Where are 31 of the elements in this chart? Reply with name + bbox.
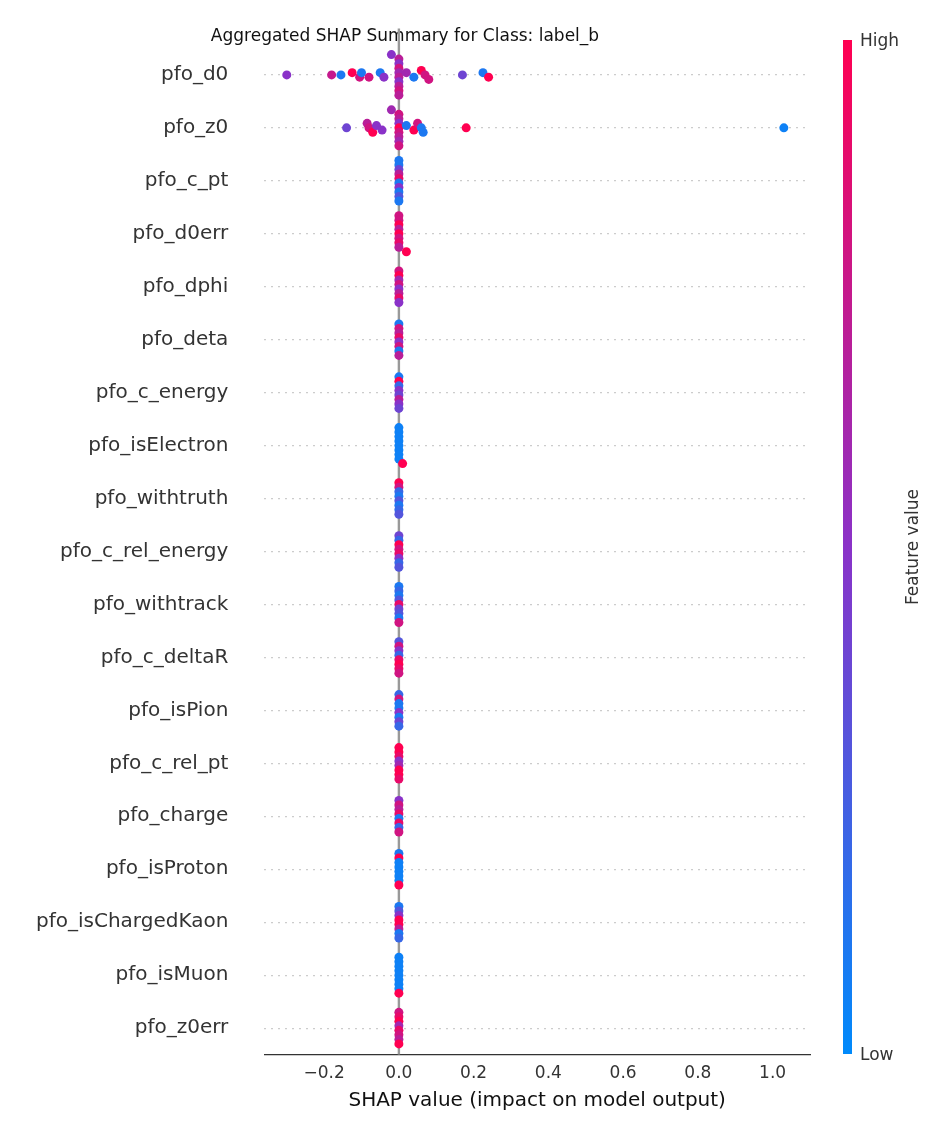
y-tick-label: pfo_d0err xyxy=(132,219,230,244)
y-tick-label: pfo_withtrack xyxy=(93,590,229,615)
x-tick-label: −0.2 xyxy=(303,1062,345,1083)
x-axis-title: SHAP value (impact on model output) xyxy=(348,1087,726,1112)
y-tick-label: pfo_dphi xyxy=(142,272,229,297)
y-tick-label: pfo_c_deltaR xyxy=(100,643,229,668)
x-tick-label: 1.0 xyxy=(759,1062,787,1083)
x-tick-label: 0.6 xyxy=(609,1062,637,1083)
y-tick-label: pfo_isProton xyxy=(105,855,229,880)
x-tick-label: 0.0 xyxy=(385,1062,413,1083)
y-tick-label: pfo_c_rel_energy xyxy=(60,537,229,562)
color-bar-title: Feature value xyxy=(902,488,922,606)
y-tick-label: pfo_c_energy xyxy=(95,378,229,403)
y-tick-label: pfo_c_rel_pt xyxy=(109,749,229,774)
x-tick-label: 0.4 xyxy=(534,1062,562,1083)
y-tick-label: pfo_isMuon xyxy=(115,961,229,986)
y-tick-label: pfo_c_pt xyxy=(144,167,229,191)
y-tick-label: pfo_isChargedKaon xyxy=(36,908,229,933)
y-tick-label: pfo_deta xyxy=(141,325,229,350)
y-tick-label: pfo_z0 xyxy=(163,114,229,139)
x-tick-label: 0.2 xyxy=(460,1062,488,1083)
y-tick-label: pfo_withtruth xyxy=(94,484,229,509)
color-bar-label: High xyxy=(860,30,900,50)
color-bar-label: Low xyxy=(860,1044,894,1064)
x-tick-label: 0.8 xyxy=(684,1062,712,1083)
y-tick-label: pfo_isElectron xyxy=(88,431,229,456)
y-tick-label: pfo_z0err xyxy=(134,1014,230,1039)
chart-title: Aggregated SHAP Summary for Class: label_b xyxy=(210,24,600,46)
y-tick-label: pfo_charge xyxy=(117,802,229,827)
y-tick-label: pfo_isPion xyxy=(128,696,229,721)
y-tick-label: pfo_d0 xyxy=(160,61,229,86)
